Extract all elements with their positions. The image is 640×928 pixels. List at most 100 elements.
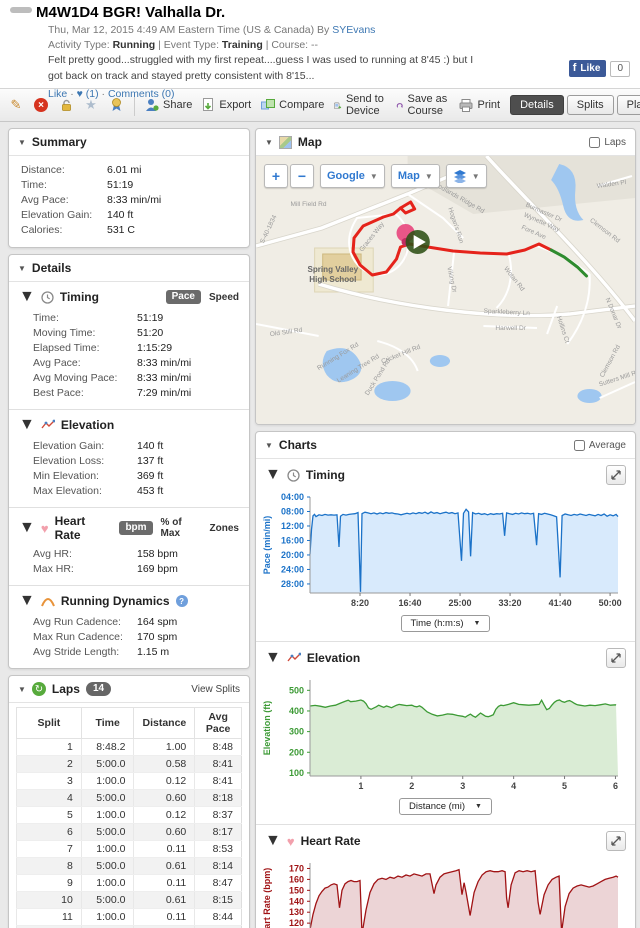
col-distance[interactable]: Distance bbox=[133, 707, 196, 739]
table-row[interactable]: 1 8:48.2 1.00 8:48 bbox=[16, 738, 242, 756]
heart-icon: ♥ bbox=[40, 520, 49, 536]
stat-row: Avg Run Cadence: 164 spm bbox=[33, 616, 178, 628]
privacy-lock-icon[interactable] bbox=[58, 97, 74, 113]
collapse-triangle-icon[interactable]: ▼ bbox=[265, 440, 273, 450]
speed-toggle[interactable]: Speed bbox=[208, 291, 239, 303]
bpm-toggle[interactable]: bpm bbox=[119, 521, 153, 535]
view-splits-link[interactable]: View Splits bbox=[191, 683, 240, 695]
toolbar: ✎ × ★ Share Export Compare Send to Devic… bbox=[0, 88, 640, 122]
description: Felt pretty good...struggled with my fir… bbox=[48, 54, 474, 82]
map-zoom-in-button[interactable]: + bbox=[264, 164, 288, 188]
stat-row: Min Elevation: 369 ft bbox=[33, 470, 164, 482]
average-checkbox[interactable] bbox=[573, 439, 585, 451]
table-row[interactable]: 2 5:00.0 0.58 8:41 bbox=[16, 755, 242, 773]
tab-player[interactable]: Player bbox=[616, 95, 640, 115]
col-avg-pace[interactable]: Avg Pace bbox=[194, 707, 242, 739]
print-icon bbox=[459, 98, 473, 112]
tab-details[interactable]: Details bbox=[510, 95, 564, 115]
delete-icon[interactable]: × bbox=[33, 97, 49, 113]
col-split[interactable]: Split bbox=[16, 707, 82, 739]
table-row[interactable]: 4 5:00.0 0.60 8:18 bbox=[16, 789, 242, 807]
like-link[interactable]: Like bbox=[48, 87, 68, 100]
tab-splits[interactable]: Splits bbox=[566, 95, 614, 115]
svg-text:41:40: 41:40 bbox=[549, 598, 572, 608]
timing-x-axis-dropdown[interactable]: Time (h:m:s) ▼ bbox=[400, 615, 491, 632]
map-zoom-out-button[interactable]: − bbox=[290, 164, 314, 188]
print-button[interactable]: Print bbox=[459, 98, 500, 112]
collapse-triangle-icon[interactable]: ▼ bbox=[265, 649, 281, 666]
hearts-link[interactable]: ♥ (1) bbox=[76, 87, 99, 100]
zones-toggle[interactable]: Zones bbox=[209, 522, 239, 534]
collapse-triangle-icon[interactable]: ▼ bbox=[18, 137, 26, 147]
table-row[interactable]: 5 1:00.0 0.12 8:37 bbox=[16, 806, 242, 824]
percent-max-toggle[interactable]: % of Max bbox=[160, 517, 182, 539]
favorite-star-icon[interactable]: ★ bbox=[85, 97, 97, 112]
edit-icon[interactable]: ✎ bbox=[10, 97, 22, 112]
map-play-marker[interactable] bbox=[405, 230, 430, 254]
svg-text:100: 100 bbox=[289, 768, 304, 778]
laps-table: Split Time Distance Avg Pace 1 8:48.2 1.00… bbox=[16, 707, 242, 928]
map-canvas[interactable]: + − Google ▼ Map ▼ bbox=[256, 154, 635, 424]
stat-row: Elevation Loss: 137 ft bbox=[33, 455, 164, 467]
heart-icon: ♥ bbox=[286, 833, 295, 849]
table-row[interactable]: 7 1:00.0 0.11 8:53 bbox=[16, 840, 242, 858]
share-button[interactable]: Share bbox=[145, 98, 192, 112]
table-row[interactable]: 8 5:00.0 0.61 8:14 bbox=[16, 857, 242, 875]
stat-row: Moving Time: 51:20 bbox=[33, 327, 164, 339]
map-provider-dropdown[interactable]: Google ▼ bbox=[320, 164, 385, 188]
col-time[interactable]: Time bbox=[80, 707, 135, 739]
table-row[interactable]: 6 5:00.0 0.60 8:17 bbox=[16, 823, 242, 841]
compare-button[interactable]: Compare bbox=[261, 98, 324, 112]
laps-checkbox[interactable] bbox=[589, 136, 601, 148]
save-as-course-button[interactable]: Save as Course bbox=[396, 93, 449, 117]
map-panel: ▼ Map Laps + − Google ▼ bbox=[255, 128, 636, 425]
clock-icon bbox=[287, 468, 300, 482]
running-dynamics-stats: Avg Run Cadence: 164 spm Max Run Cadence: 1… bbox=[19, 615, 239, 660]
table-row[interactable]: 3 1:00.0 0.12 8:41 bbox=[16, 772, 242, 790]
collapse-triangle-icon[interactable]: ▼ bbox=[18, 684, 26, 694]
comments-link[interactable]: Comments (0) bbox=[107, 87, 175, 100]
pace-toggle[interactable]: Pace bbox=[165, 290, 201, 304]
compare-icon bbox=[261, 98, 276, 109]
collapse-triangle-icon[interactable]: ▼ bbox=[19, 519, 35, 536]
timing-chart-section: ▼ Timing 04:00 08:00 12:00 16:00 20:00 24:00 2… bbox=[256, 459, 635, 641]
facebook-like-button[interactable]: f Like bbox=[568, 60, 607, 77]
award-icon[interactable] bbox=[108, 97, 124, 113]
collapse-triangle-icon[interactable]: ▼ bbox=[19, 416, 35, 433]
expand-icon[interactable] bbox=[606, 465, 626, 485]
route-green bbox=[549, 248, 589, 278]
map-type-dropdown[interactable]: Map ▼ bbox=[390, 164, 440, 188]
table-row[interactable]: 9 1:00.0 0.11 8:47 bbox=[16, 874, 242, 892]
elevation-chart[interactable]: 100 200 300 400 500 1 2 3 4 5 6 Elevation (ft) bbox=[260, 674, 628, 792]
heart-rate-chart-title: Heart Rate bbox=[300, 834, 361, 848]
stat-row: Avg Pace: 8:33 min/mi bbox=[21, 194, 162, 206]
help-icon[interactable]: ? bbox=[175, 595, 188, 607]
collapse-handle[interactable] bbox=[10, 7, 32, 13]
collapse-triangle-icon[interactable]: ▼ bbox=[265, 832, 281, 849]
table-row[interactable]: 10 5:00.0 0.61 8:15 bbox=[16, 891, 242, 909]
svg-text:28:00: 28:00 bbox=[281, 579, 304, 589]
heart-rate-chart[interactable]: 1001101201301401501601708:2016:4025:0033… bbox=[260, 857, 628, 928]
elevation-section: ▼ Elevation Elevation Gain: 140 ft Elevati… bbox=[9, 409, 249, 507]
export-button[interactable]: Export bbox=[202, 98, 251, 112]
send-to-device-button[interactable]: Send to Device bbox=[334, 93, 386, 117]
laps-icon: ↻ bbox=[31, 682, 46, 696]
summary-stats: Distance: 6.01 mi Time: 51:19 Avg Pace: 8:33 … bbox=[9, 156, 249, 247]
collapse-triangle-icon[interactable]: ▼ bbox=[19, 288, 35, 305]
elevation-x-axis-dropdown[interactable]: Distance (mi) ▼ bbox=[399, 798, 492, 815]
svg-text:12:00: 12:00 bbox=[281, 521, 304, 531]
collapse-triangle-icon[interactable]: ▼ bbox=[18, 263, 26, 273]
expand-icon[interactable] bbox=[606, 648, 626, 668]
collapse-triangle-icon[interactable]: ▼ bbox=[265, 137, 273, 147]
stat-row: Elapsed Time: 1:15:29 bbox=[33, 342, 173, 354]
svg-text:3: 3 bbox=[460, 781, 465, 791]
collapse-triangle-icon[interactable]: ▼ bbox=[19, 592, 35, 609]
table-row[interactable]: 128:36.61.008:37 bbox=[16, 925, 242, 928]
table-row[interactable]: 11 1:00.0 0.11 8:44 bbox=[16, 908, 242, 926]
route-red bbox=[399, 200, 417, 215]
expand-icon[interactable] bbox=[606, 831, 626, 851]
map-layers-dropdown[interactable]: ▼ bbox=[445, 164, 487, 188]
collapse-triangle-icon[interactable]: ▼ bbox=[265, 466, 281, 483]
pace-chart[interactable]: 04:00 08:00 12:00 16:00 20:00 24:00 28:00 8:20 1… bbox=[260, 491, 628, 609]
author-link[interactable]: SYEvans bbox=[332, 24, 376, 36]
